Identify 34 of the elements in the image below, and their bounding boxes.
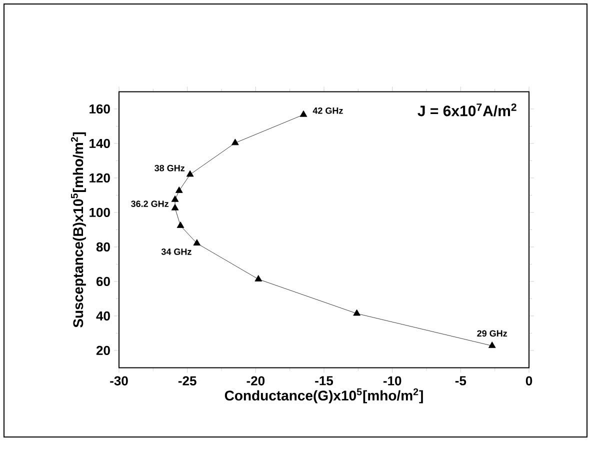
point: [353, 309, 360, 316]
y-tick-label: 120: [90, 173, 110, 183]
point: [171, 195, 179, 202]
point: [171, 204, 179, 210]
x-tick-label: -25: [178, 376, 196, 386]
annotation: J = 6x10$^{7}$A/m$^{2}$: [418, 104, 516, 116]
y-tick-label: 20: [96, 346, 110, 356]
y-tick-label: 40: [96, 311, 110, 321]
annotation: 29 GHz: [477, 330, 508, 337]
x-tick-label: 0: [526, 376, 532, 386]
x-tick-label: -15: [315, 376, 334, 386]
y-tick-label: 160: [90, 104, 110, 114]
point: [175, 186, 183, 193]
point: [186, 170, 194, 177]
point: [176, 222, 184, 228]
y-tick-label: 60: [96, 276, 110, 286]
x-tick-label: -30: [110, 376, 128, 386]
point: [193, 239, 201, 246]
x-tick-label: -10: [383, 376, 402, 386]
annotation: 36.2 GHz: [131, 200, 168, 208]
point: [488, 342, 496, 348]
y-tick-label: 100: [90, 208, 110, 218]
x-axis-title: Conductance(G)x10$^{5}$[mho/m$^{2}$]: [224, 388, 423, 404]
annotation: 34 GHz: [161, 248, 192, 255]
point: [300, 110, 308, 117]
y-tick-label: 140: [90, 138, 110, 148]
point: [254, 275, 262, 282]
y-tick-label: 80: [96, 242, 110, 252]
x-tick-label: -20: [246, 376, 265, 386]
point: [232, 138, 239, 146]
annotation: 42 GHz: [312, 107, 343, 114]
annotation: 38 GHz: [154, 164, 185, 172]
y-axis-title: Susceptance(B)x10$^{5}$[mho/m$^{2}$]: [70, 132, 86, 328]
x-tick-label: -5: [455, 376, 466, 386]
